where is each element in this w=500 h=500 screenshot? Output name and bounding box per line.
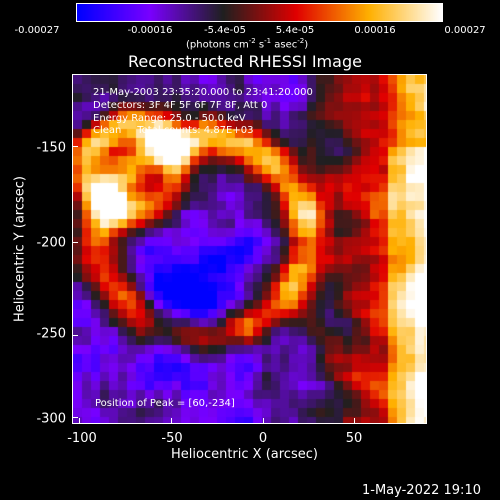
colorbar-tick-label: 0.00016	[354, 25, 396, 36]
y-tick-label: -300	[36, 411, 66, 427]
colorbar-tick-label: -5.4e-05	[204, 25, 246, 36]
x-tick-mark	[263, 418, 264, 424]
x-tick-mark	[354, 418, 355, 424]
colorbar-tick-label: -0.00027	[14, 25, 60, 36]
y-tick-mark	[72, 242, 78, 243]
y-tick-mark	[72, 335, 78, 336]
colorbar-unit-label: (photons cm-2 s-1 asec-2)	[186, 37, 309, 51]
y-tick-label: -200	[36, 235, 66, 251]
peak-position-label: Position of Peak = [60,-234]	[95, 398, 235, 409]
x-tick-label: -100	[67, 431, 97, 446]
y-tick-mark	[72, 417, 78, 418]
chart-title: Reconstructed RHESSI Image	[128, 52, 362, 71]
x-axis-label: Heliocentric X (arcsec)	[171, 447, 318, 462]
y-tick-label: -250	[36, 326, 66, 342]
energy-range-info: Energy Range: 25.0 - 50.0 keV	[93, 113, 246, 124]
y-axis-label: Heliocentric Y (arcsec)	[12, 176, 28, 322]
render-timestamp: 1-May-2022 19:10	[362, 483, 481, 498]
colorbar-gradient	[77, 4, 442, 21]
x-tick-label: -50	[161, 431, 183, 446]
y-tick-label: -150	[36, 140, 66, 156]
plot-area	[72, 74, 427, 424]
colorbar	[76, 3, 443, 22]
x-tick-mark	[171, 418, 172, 424]
colorbar-tick-label: 5.4e-05	[275, 25, 315, 36]
heatmap-image	[73, 75, 426, 423]
x-tick-label: 0	[258, 431, 268, 446]
observation-time-range: 21-May-2003 23:35:20.000 to 23:41:20.000	[93, 87, 313, 98]
y-tick-mark	[72, 146, 78, 147]
x-tick-label: 50	[345, 431, 363, 446]
x-tick-mark	[79, 418, 80, 424]
colorbar-tick-label: 0.00027	[444, 25, 486, 36]
detectors-info: Detectors: 3F 4F 5F 6F 7F 8F, Att 0	[93, 100, 268, 111]
colorbar-tick-label: -0.00016	[127, 25, 173, 36]
clean-total-counts: Clean Total counts: 4.87E+03	[93, 125, 254, 136]
